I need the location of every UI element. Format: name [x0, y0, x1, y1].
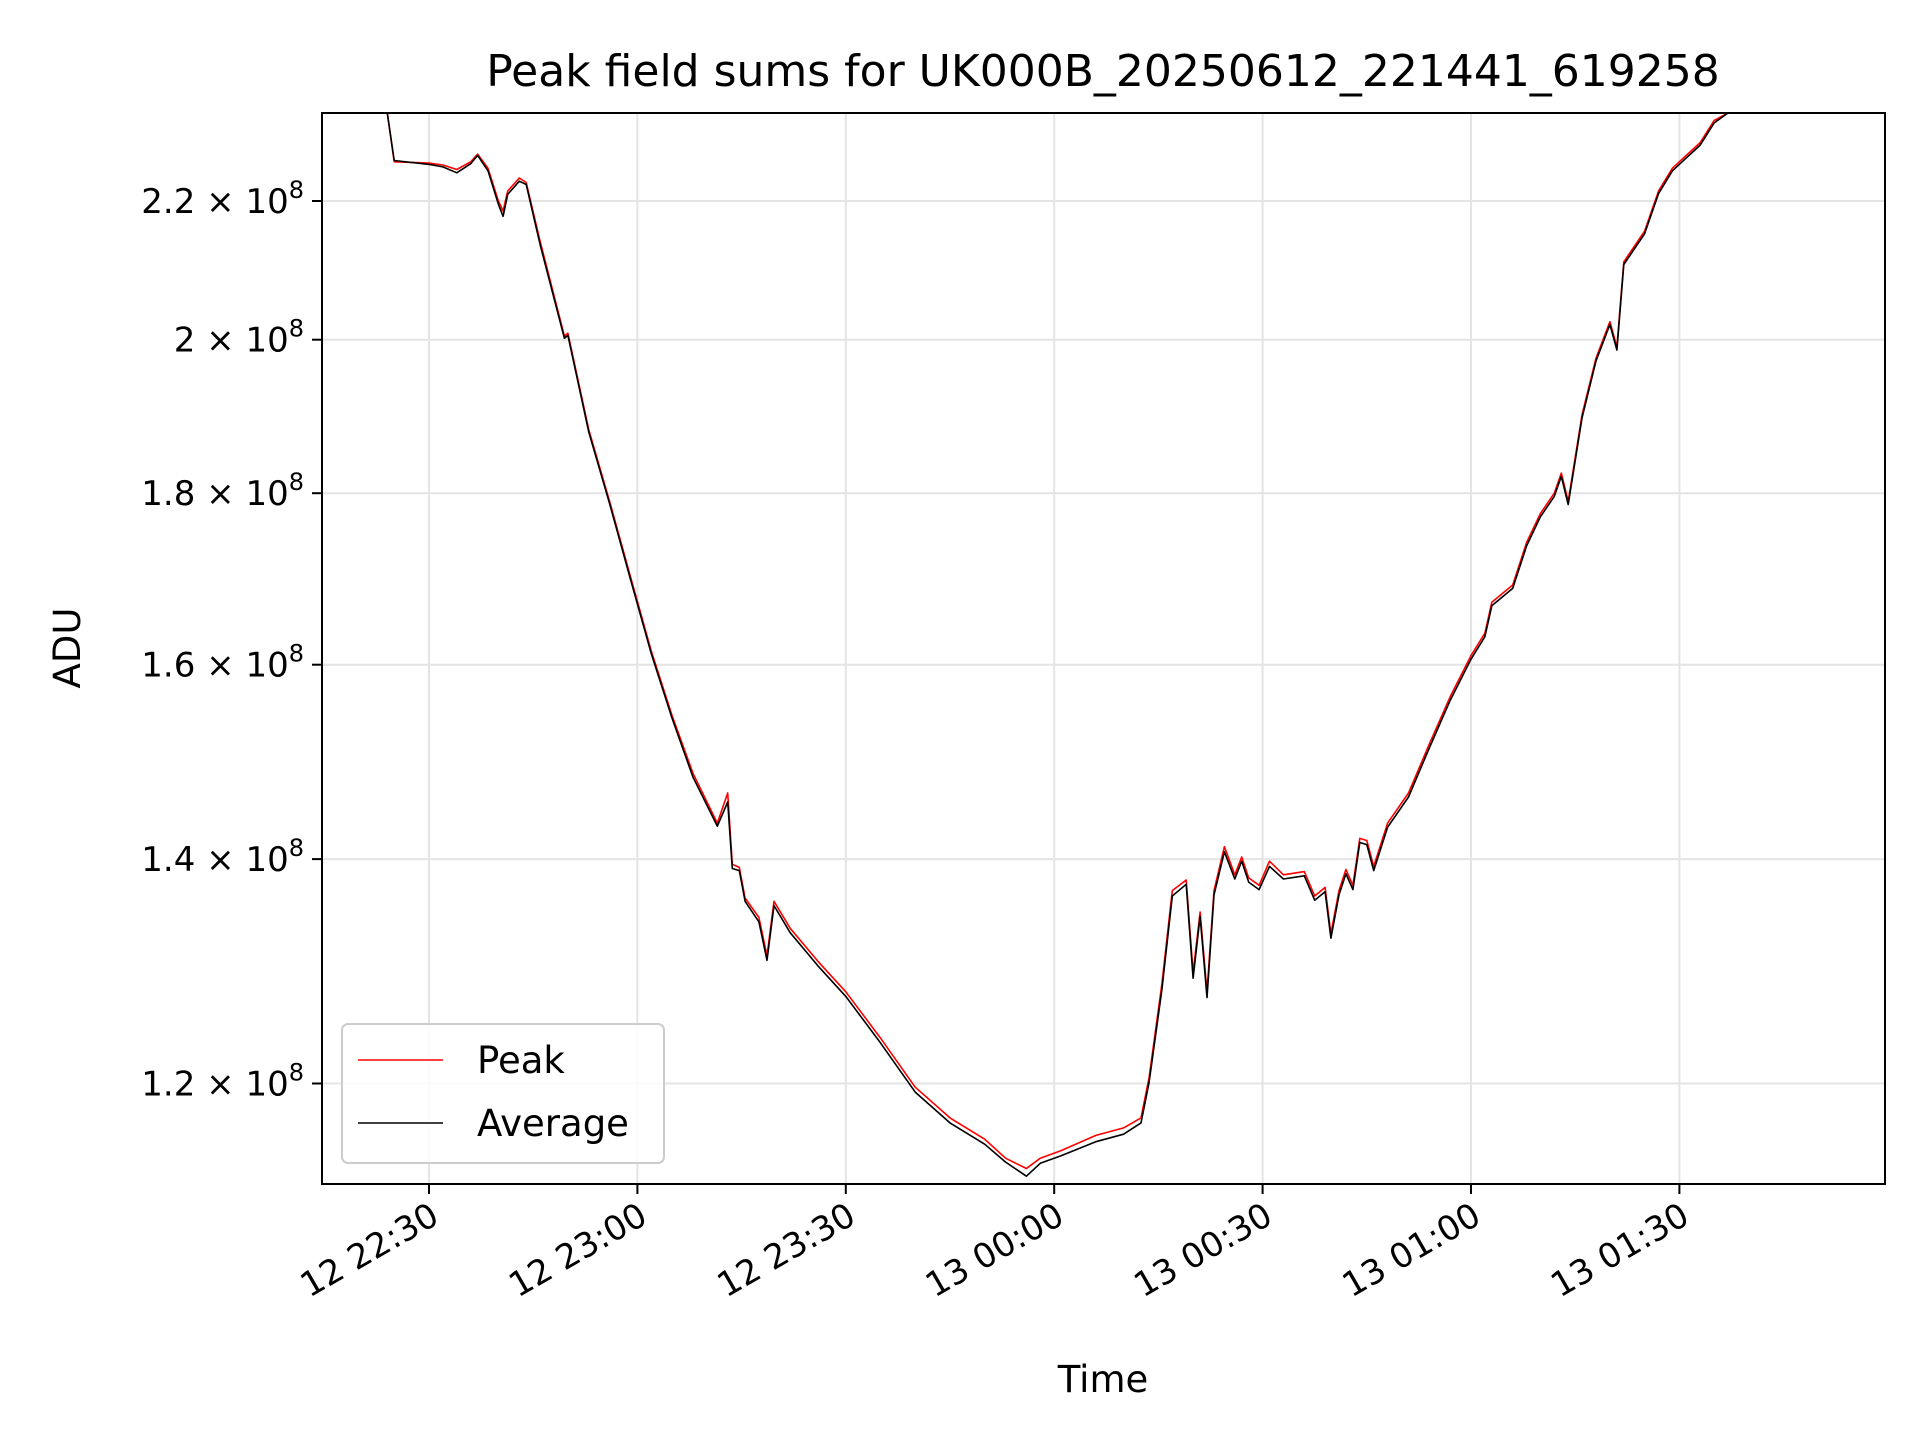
series-line-average [386, 113, 1729, 1177]
y-tick-label: 1.8 × 108 [141, 468, 304, 514]
y-tick-label: 1.4 × 108 [141, 834, 304, 880]
chart-title: Peak field sums for UK000B_20250612_2214… [486, 46, 1720, 97]
y-tick-label: 2.2 × 108 [141, 176, 304, 222]
y-tick-label: 1.6 × 108 [141, 640, 304, 686]
legend-label-average: Average [477, 1102, 629, 1145]
series-lines [386, 113, 1729, 1177]
y-tick-label: 2 × 108 [174, 315, 304, 361]
legend: Peak Average [341, 1023, 665, 1164]
y-tick-label: 1.2 × 108 [141, 1059, 304, 1105]
plot-frame [321, 112, 1886, 1185]
legend-label-peak: Peak [477, 1039, 565, 1082]
legend-box [341, 1023, 665, 1164]
x-axis-label: Time [1057, 1358, 1149, 1401]
y-axis-label: ADU [46, 608, 89, 689]
y-axis-ticks: 1.2 × 108 1.4 × 108 1.6 × 108 1.8 × 108 2 × … [141, 176, 322, 1105]
